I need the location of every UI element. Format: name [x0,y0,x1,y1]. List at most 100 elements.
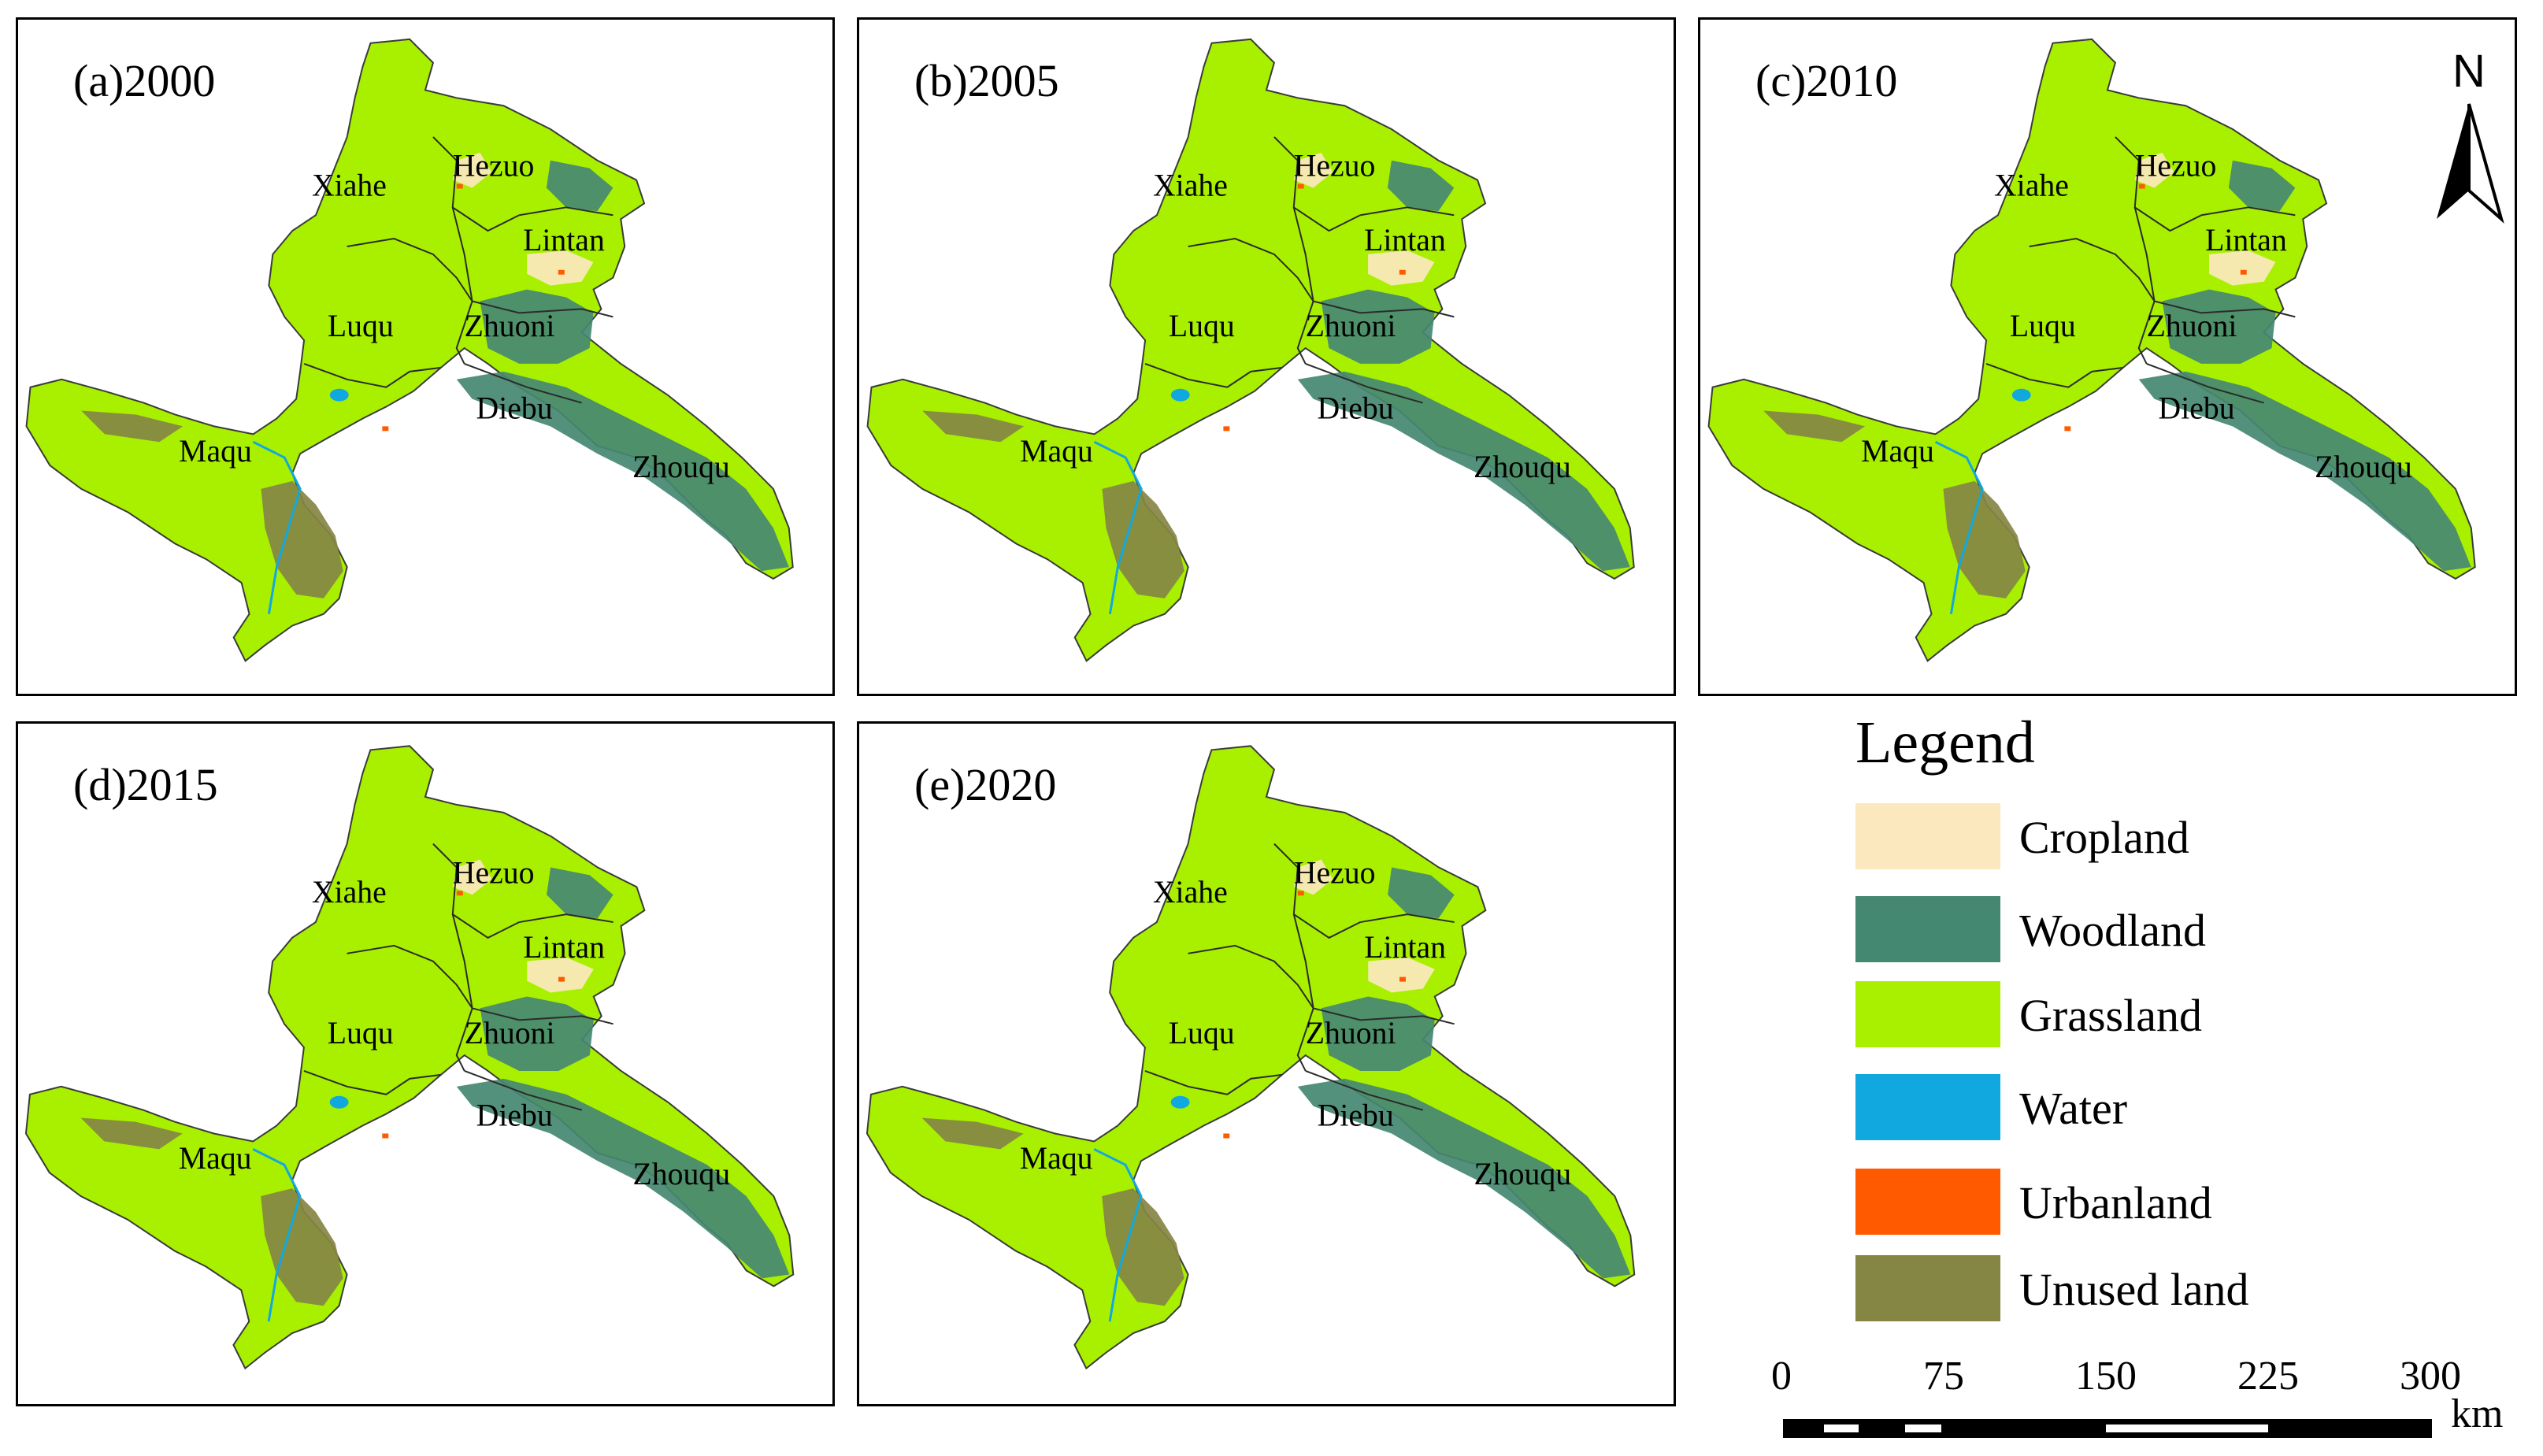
place-label: Maqu [1020,1141,1093,1176]
land-use-map: Xiahe Hezuo Lintan Luqu Zhuoni Diebu Maqu Zhouq… [25,38,794,662]
place-label: Zhouqu [632,1157,730,1191]
place-label: Diebu [476,391,553,425]
county-border [347,944,473,1009]
river [1093,1148,1143,1322]
cropland-region [527,957,594,993]
legend-label: Grassland [2019,990,2202,1041]
county-border [1360,913,1455,924]
county-border [1313,1007,1455,1025]
county-border [464,363,582,404]
county-border [1313,300,1455,318]
urban-area [1223,426,1230,432]
cropland-region [1368,957,1435,993]
place-label: Diebu [1318,1098,1394,1133]
legend-label: Urbanland [2019,1177,2212,1228]
place-label: Xiahe [1153,168,1228,202]
place-label: Luqu [2010,309,2076,343]
place-label: Maqu [179,434,252,469]
place-label: Lintan [523,930,605,965]
grassland-region [25,38,794,662]
legend-swatch [1855,896,2000,962]
place-label: Xiahe [312,875,387,910]
place-label: Zhuoni [465,309,555,343]
county-border [519,913,614,924]
cropland-region [452,152,492,188]
place-label: Zhuoni [465,1016,555,1050]
legend-item-grassland: Grassland [1855,981,2296,1047]
map-panel-2000: Xiahe Hezuo Lintan Luqu Zhuoni Diebu Maqu Zhouq… [16,17,835,696]
county-border [303,1070,442,1095]
panel-label: (b)2005 [914,55,1059,106]
urban-area [2138,183,2145,189]
place-label: Lintan [523,223,605,257]
unused-land-region [1763,410,1866,443]
unused-land-region [81,410,183,443]
county-border [2201,206,2296,217]
woodland-region [1321,289,1435,364]
place-label: Diebu [1318,391,1394,425]
place-label: Zhuoni [1306,1016,1396,1050]
place-label: Zhouqu [1474,1157,1571,1191]
legend: Legend Cropland Woodland Grassland Water… [1843,709,2284,1339]
unused-land-region [261,1188,343,1306]
legend-item-urbanland: Urbanland [1855,1169,2296,1235]
place-label: Zhouqu [632,450,730,484]
county-border [1305,363,1423,404]
place-label: Hezuo [1294,149,1376,183]
unused-land-region [261,480,343,598]
grassland-region [866,38,1635,662]
unused-land-region [922,410,1025,443]
place-label: Luqu [328,1016,394,1050]
county-border [2154,300,2296,318]
legend-item-water: Water [1855,1074,2296,1140]
county-border [519,206,614,217]
woodland-region [2138,371,2471,572]
place-label: Diebu [476,1098,553,1133]
woodland-region [1388,867,1455,919]
woodland-region [480,289,594,364]
water-body [329,1095,349,1109]
legend-swatch [1855,1074,2000,1140]
unused-land-region [1102,1188,1184,1306]
place-label: Maqu [1020,434,1093,469]
place-label: Zhouqu [1474,450,1571,484]
woodland-region [480,996,594,1071]
grassland-region [1707,38,2476,662]
urban-area [1297,183,1304,189]
legend-title: Legend [1855,709,2035,776]
woodland-region [1297,1078,1631,1279]
scale-tick-label: 225 [2237,1354,2299,1399]
county-border [1188,944,1314,1009]
scale-bar-graphic [1783,1419,2432,1438]
place-label: Hezuo [453,149,535,183]
woodland-region [1297,371,1630,572]
place-label: Lintan [2205,223,2287,257]
cropland-region [1293,859,1333,895]
scale-tick-label: 150 [2075,1354,2137,1399]
woodland-region [547,867,614,919]
county-border [1305,1070,1424,1111]
land-use-map: Xiahe Hezuo Lintan Luqu Zhuoni Diebu Maqu Zhouq… [866,745,1636,1370]
river [252,440,302,614]
legend-swatch [1855,1255,2000,1321]
river [1934,440,1984,614]
place-label: Maqu [1861,434,1934,469]
county-border [472,1007,614,1025]
place-label: Diebu [2159,391,2235,425]
urban-area [382,426,389,432]
cropland-region [2134,152,2174,188]
north-label: N [2452,46,2486,97]
urban-area [1399,976,1406,982]
county-border [2146,363,2264,404]
panel-label: (e)2020 [914,759,1057,810]
place-label: Xiahe [312,168,387,202]
legend-label: Woodland [2019,905,2206,956]
woodland-region [1387,160,1455,212]
place-label: Hezuo [2135,149,2217,183]
map-panel-2020: Xiahe Hezuo Lintan Luqu Zhuoni Diebu Maqu Zhouq… [857,721,1676,1406]
county-border [303,363,441,388]
place-label: Luqu [1169,309,1235,343]
place-label: Lintan [1364,223,1446,257]
land-use-map: Xiahe Hezuo Lintan Luqu Zhuoni Diebu Maqu Zhouq… [1707,38,2476,662]
legend-swatch [1855,1169,2000,1235]
